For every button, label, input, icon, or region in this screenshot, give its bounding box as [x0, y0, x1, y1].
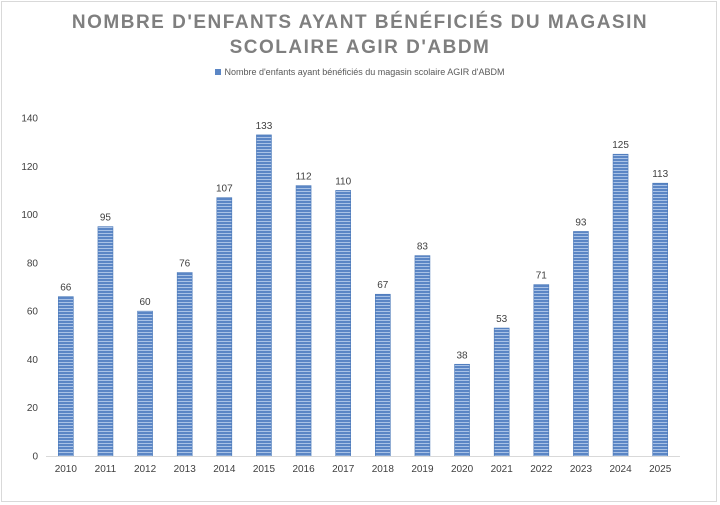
- bar: [58, 296, 74, 457]
- y-tick-label: 40: [27, 355, 39, 366]
- bar: [493, 327, 510, 457]
- x-tick-label: 2010: [55, 464, 78, 475]
- data-label: 60: [140, 297, 152, 308]
- x-tick-label: 2012: [134, 464, 157, 475]
- x-tick-label: 2011: [95, 464, 117, 475]
- x-tick-label: 2016: [292, 464, 315, 475]
- bar: [612, 153, 629, 457]
- data-label: 95: [100, 213, 112, 224]
- x-tick-label: 2023: [570, 464, 593, 475]
- x-tick-label: 2021: [491, 464, 514, 475]
- bar: [414, 255, 431, 457]
- x-axis: 2010 2011 2012 2013 2014 2015 2016 2017 2018 2019…: [46, 456, 680, 475]
- bar: [256, 134, 272, 457]
- data-label: 83: [417, 242, 429, 253]
- bar: [652, 182, 668, 457]
- legend-label: Nombre d'enfants ayant bénéficiés du mag…: [224, 67, 505, 77]
- data-label: 107: [216, 184, 233, 195]
- data-labels: 66 95 60 76 107 133 112 110 67 83 38 53 71 93 125 113: [60, 121, 668, 361]
- data-label: 113: [652, 169, 668, 180]
- chart-legend: Nombre d'enfants ayant bénéficiés du mag…: [0, 67, 720, 77]
- x-tick-label: 2018: [372, 464, 395, 475]
- data-label: 76: [179, 259, 191, 270]
- bar: [176, 272, 193, 457]
- y-tick-label: 60: [27, 307, 39, 318]
- data-label: 112: [296, 172, 312, 183]
- data-label: 93: [575, 217, 587, 228]
- data-label: 133: [256, 121, 273, 132]
- bar: [573, 231, 589, 457]
- x-tick-label: 2022: [530, 464, 553, 475]
- x-tick-label: 2013: [174, 464, 197, 475]
- y-tick-label: 0: [32, 452, 38, 463]
- bar: [454, 363, 470, 457]
- chart-title-line-2: SCOLAIRE AGIR D'ABDM: [229, 37, 491, 58]
- bar: [375, 293, 391, 457]
- bar: [295, 185, 312, 457]
- data-label: 38: [457, 350, 469, 361]
- data-label: 66: [60, 283, 72, 294]
- y-axis: 0 20 40 60 80 100 120 140: [21, 114, 38, 463]
- data-label: 67: [377, 280, 389, 291]
- x-tick-label: 2025: [649, 464, 672, 475]
- y-tick-label: 100: [21, 210, 38, 221]
- x-tick-label: 2020: [451, 464, 474, 475]
- x-tick-label: 2019: [411, 464, 434, 475]
- y-tick-label: 20: [27, 403, 39, 414]
- bar: [137, 310, 153, 457]
- chart-title-line-1: NOMBRE D'ENFANTS AYANT BÉNÉFICIÉS DU MAG…: [71, 12, 649, 33]
- bar: [533, 284, 550, 457]
- bar: [97, 226, 114, 457]
- x-tick-label: 2015: [253, 464, 276, 475]
- x-tick-label: 2017: [332, 464, 355, 475]
- chart-title: NOMBRE D'ENFANTS AYANT BÉNÉFICIÉS DU MAG…: [0, 10, 720, 60]
- y-tick-label: 120: [21, 162, 38, 173]
- data-label: 71: [536, 271, 548, 282]
- y-tick-label: 80: [27, 258, 39, 269]
- x-tick-label: 2024: [609, 464, 632, 475]
- y-tick-label: 140: [21, 114, 38, 125]
- legend-swatch: [215, 69, 222, 75]
- data-label: 110: [335, 176, 351, 187]
- bars: [58, 134, 668, 457]
- bar: [216, 197, 233, 457]
- bar: [335, 190, 351, 457]
- data-label: 53: [496, 314, 508, 325]
- x-tick-label: 2014: [213, 464, 236, 475]
- data-label: 125: [612, 140, 629, 151]
